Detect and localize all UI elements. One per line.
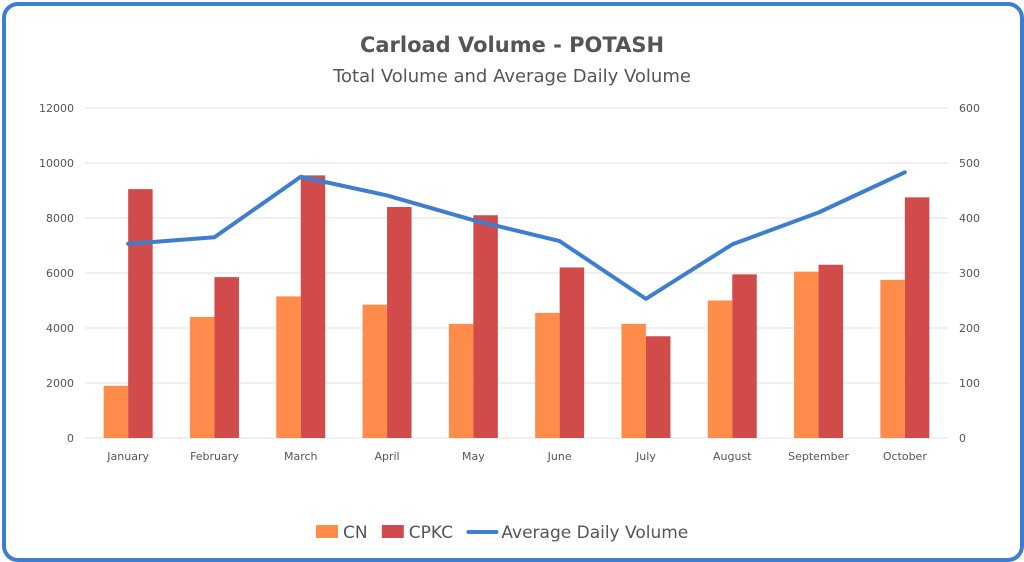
legend-label: Average Daily Volume xyxy=(501,523,688,543)
legend-label: CPKC xyxy=(409,523,453,543)
bar-cpkc xyxy=(818,264,844,438)
x-tick-label: February xyxy=(190,450,239,463)
bar-cn xyxy=(189,317,215,438)
chart-subtitle: Total Volume and Average Daily Volume xyxy=(333,66,691,87)
y-right-tick-label: 100 xyxy=(959,377,980,390)
bar-cn xyxy=(362,304,388,438)
x-tick-label: January xyxy=(106,450,149,463)
y-left-tick-label: 12000 xyxy=(39,102,74,115)
line-average-daily-volume xyxy=(126,170,907,301)
bar-cn xyxy=(276,296,301,438)
bar-cpkc xyxy=(128,189,153,438)
bar-cn xyxy=(621,323,646,438)
x-tick-label: May xyxy=(462,450,485,463)
y-left-tick-label: 4000 xyxy=(46,322,74,335)
bar-cpkc xyxy=(387,207,412,438)
x-tick-label: June xyxy=(547,450,572,463)
y-left-tick-label: 0 xyxy=(67,432,74,445)
x-tick-label: September xyxy=(788,450,849,463)
bar-cpkc xyxy=(645,336,671,438)
y-right-tick-label: 600 xyxy=(959,102,980,115)
bar-cn xyxy=(880,279,905,438)
bar-cn xyxy=(535,312,560,438)
y-left-tick-label: 10000 xyxy=(39,157,74,170)
y-left-tick-label: 8000 xyxy=(46,212,74,225)
legend-swatch-cpkc xyxy=(381,525,404,538)
x-tick-label: March xyxy=(284,450,318,463)
y-left-tick-label: 6000 xyxy=(46,267,74,280)
bar-cpkc xyxy=(473,215,498,438)
y-right-tick-label: 200 xyxy=(959,322,980,335)
y-left-tick-label: 2000 xyxy=(46,377,74,390)
bar-cpkc xyxy=(214,277,239,438)
bar-cpkc xyxy=(904,197,930,438)
legend-label: CN xyxy=(343,523,368,543)
legend-swatch-cn xyxy=(316,525,338,538)
bar-cpkc xyxy=(732,274,757,438)
bar-cpkc xyxy=(300,175,326,438)
bar-cpkc xyxy=(559,267,585,438)
y-right-tick-label: 400 xyxy=(959,212,980,225)
y-right-tick-label: 300 xyxy=(959,267,980,280)
x-tick-label: August xyxy=(713,450,752,463)
x-tick-label: July xyxy=(635,450,656,463)
bar-cn xyxy=(794,271,819,438)
x-tick-label: April xyxy=(374,450,399,463)
bar-cn xyxy=(103,385,129,438)
bar-cn xyxy=(707,300,733,438)
y-right-tick-label: 500 xyxy=(959,157,980,170)
chart-title: Carload Volume - POTASH xyxy=(359,33,665,57)
x-tick-label: October xyxy=(883,450,927,463)
y-right-tick-label: 0 xyxy=(959,432,966,445)
bar-cn xyxy=(448,323,474,438)
